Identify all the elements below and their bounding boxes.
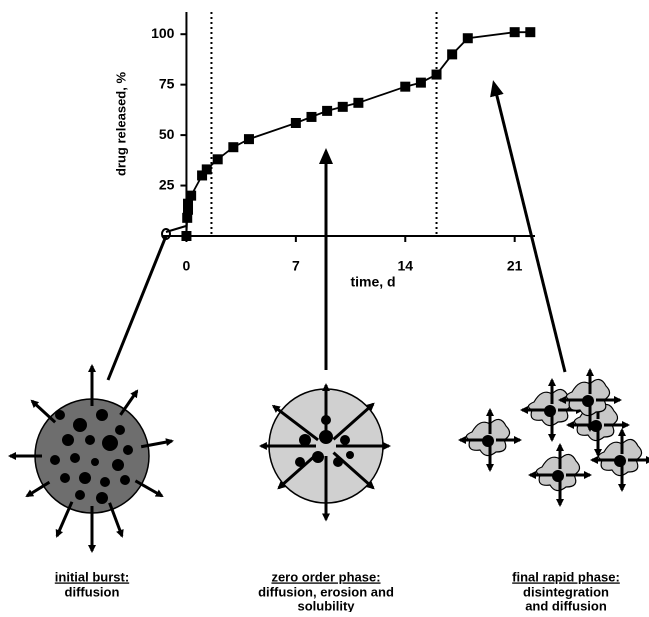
y-tick-label: 25 <box>159 176 175 192</box>
data-point <box>462 33 473 44</box>
caption-title: final rapid phase: <box>512 569 620 584</box>
drug-dot <box>115 425 125 435</box>
drug-dot <box>582 395 594 407</box>
data-point <box>525 27 536 38</box>
captions: initial burst:diffusion zero order phase:… <box>55 569 620 613</box>
y-tick-label: 75 <box>159 75 175 91</box>
release-arrow <box>30 399 57 424</box>
drug-dot <box>79 472 91 484</box>
drug-dot <box>333 457 343 467</box>
y-tick-label: 50 <box>159 126 175 142</box>
data-point <box>181 231 192 241</box>
connector <box>106 235 168 381</box>
data-point <box>447 49 458 60</box>
drug-dot <box>50 455 60 465</box>
data-point <box>197 170 208 181</box>
data-point <box>182 212 193 223</box>
caption-line: diffusion, erosion and <box>258 584 394 599</box>
x-tick-label: 0 <box>183 258 191 274</box>
connector <box>490 80 567 373</box>
drug-dot <box>295 457 305 467</box>
caption-title: initial burst: <box>55 569 129 584</box>
drug-dot <box>55 410 65 420</box>
data-point <box>322 105 333 116</box>
drug-dot <box>112 459 124 471</box>
release-arrow <box>25 480 51 498</box>
data-point <box>228 142 239 153</box>
chart: 25 50 75 100 0 7 14 21 <box>151 12 536 274</box>
drug-dot <box>73 418 87 432</box>
release-arrow <box>277 451 320 490</box>
x-tick-label: 7 <box>292 258 300 274</box>
drug-dot <box>312 451 324 463</box>
y-axis-label: drug released, % <box>113 72 128 176</box>
drug-dot <box>614 455 626 467</box>
x-tick-label: 14 <box>397 258 413 274</box>
drug-dot <box>544 405 556 417</box>
release-curve <box>185 31 531 237</box>
data-point <box>353 97 364 108</box>
data-point <box>431 69 442 80</box>
release-arrow <box>55 501 74 538</box>
drug-dot <box>552 470 564 482</box>
drug-dot <box>85 435 95 445</box>
drug-dot <box>340 435 350 445</box>
drug-dot <box>62 434 74 446</box>
drug-dot <box>70 453 80 463</box>
release-arrow <box>134 479 164 498</box>
drug-dot <box>319 430 333 444</box>
drug-dot <box>96 492 108 504</box>
caption-title: zero order phase: <box>271 569 380 584</box>
data-point <box>183 204 194 215</box>
caption-line: disintegration <box>523 584 609 599</box>
data-point <box>400 81 411 92</box>
drug-dot <box>100 477 110 487</box>
x-axis-label: time, d <box>350 274 395 290</box>
data-point <box>509 27 520 38</box>
caption-line: solubility <box>297 598 355 612</box>
drug-dot <box>120 475 130 485</box>
drug-dot <box>96 409 108 421</box>
drug-dot <box>102 435 118 451</box>
drug-dot <box>75 490 85 500</box>
data-point <box>243 134 254 145</box>
drug-dot <box>123 445 133 455</box>
release-arrow <box>119 389 139 416</box>
data-point <box>201 164 212 175</box>
release-arrow <box>140 438 174 449</box>
drug-dot <box>482 435 494 447</box>
drug-dot <box>346 451 354 459</box>
release-arrow <box>332 402 375 441</box>
release-arrow <box>271 404 319 442</box>
drug-dot <box>60 473 70 483</box>
caption-line: diffusion <box>65 584 120 599</box>
x-tick-label: 21 <box>507 258 523 274</box>
data-point <box>212 154 223 165</box>
release-arrow <box>108 502 124 538</box>
data-point <box>186 190 197 201</box>
drug-dot <box>91 458 99 466</box>
data-point <box>306 111 317 122</box>
connector <box>165 225 187 233</box>
caption-line: and diffusion <box>525 598 607 612</box>
drug-dot <box>321 415 331 425</box>
y-tick-label: 100 <box>151 25 175 41</box>
diagrams <box>8 364 649 553</box>
drug-dot <box>299 434 311 446</box>
data-point <box>290 117 301 128</box>
data-point <box>415 77 426 88</box>
data-point <box>183 198 194 209</box>
data-point <box>337 101 348 112</box>
